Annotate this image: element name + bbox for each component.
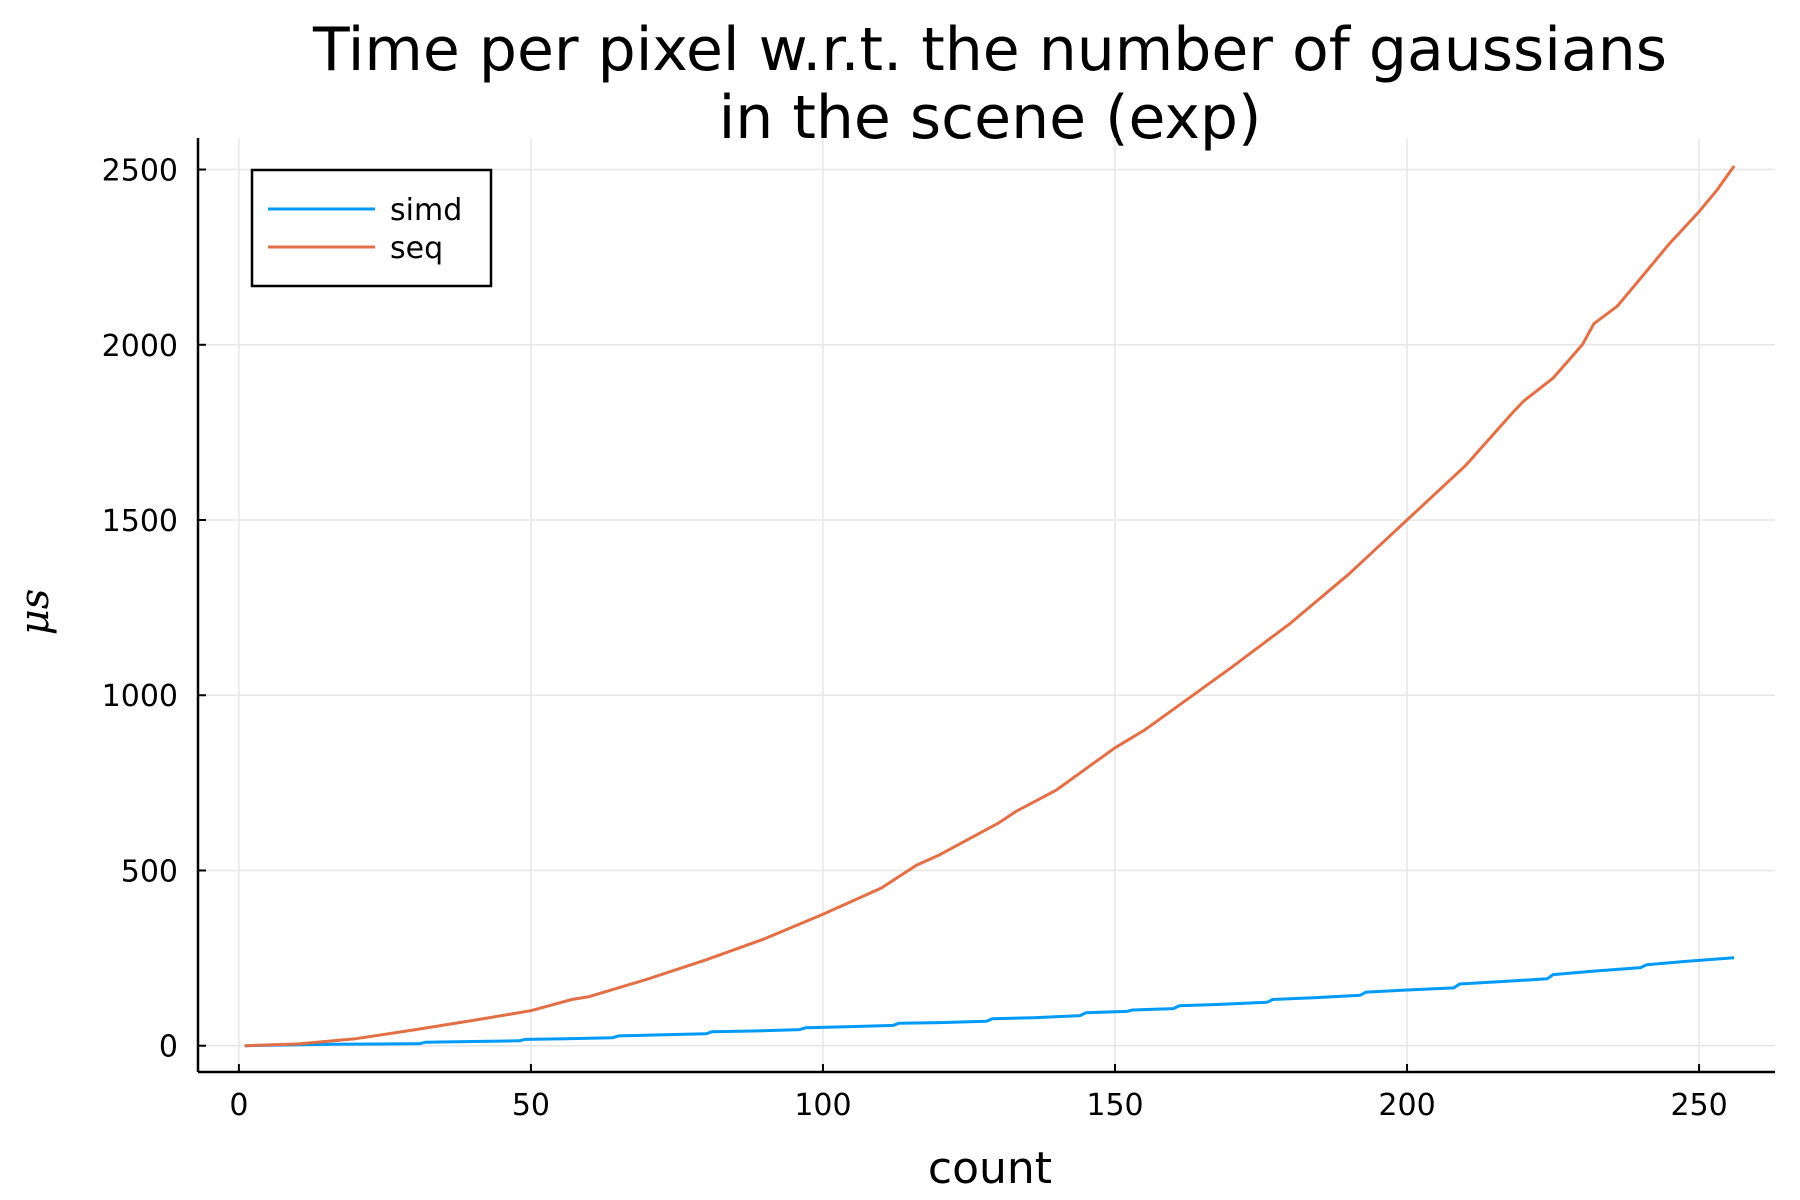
legend: simd seq	[250, 168, 493, 288]
x-tick-label: 50	[512, 1088, 550, 1123]
legend-box	[250, 168, 493, 288]
series-line-seq	[244, 165, 1736, 1048]
x-tick-label: 200	[1378, 1088, 1435, 1123]
chart-title-line-2: in the scene (exp)	[719, 83, 1262, 153]
axes	[196, 138, 1775, 1074]
legend-label-simd: simd	[390, 193, 462, 228]
x-axis-label: count	[928, 1143, 1052, 1194]
y-tick-label: 500	[121, 854, 178, 889]
x-tick-label: 250	[1670, 1088, 1727, 1123]
y-tick-label: 2000	[102, 329, 178, 364]
y-axis-label: μs	[12, 589, 58, 636]
legend-label-seq: seq	[390, 231, 443, 266]
x-tick-label: 100	[794, 1088, 851, 1123]
y-tick-label: 1500	[102, 504, 178, 539]
series-line-simd	[244, 956, 1735, 1048]
y-tick-label: 1000	[102, 679, 178, 714]
chart-title-line-1: Time per pixel w.r.t. the number of gaus…	[312, 15, 1667, 85]
y-tick-label: 0	[159, 1030, 178, 1065]
x-tick-label: 0	[229, 1088, 248, 1123]
y-tick-label: 2500	[102, 154, 178, 189]
x-tick-label: 150	[1086, 1088, 1143, 1123]
series-lines	[244, 165, 1736, 1048]
